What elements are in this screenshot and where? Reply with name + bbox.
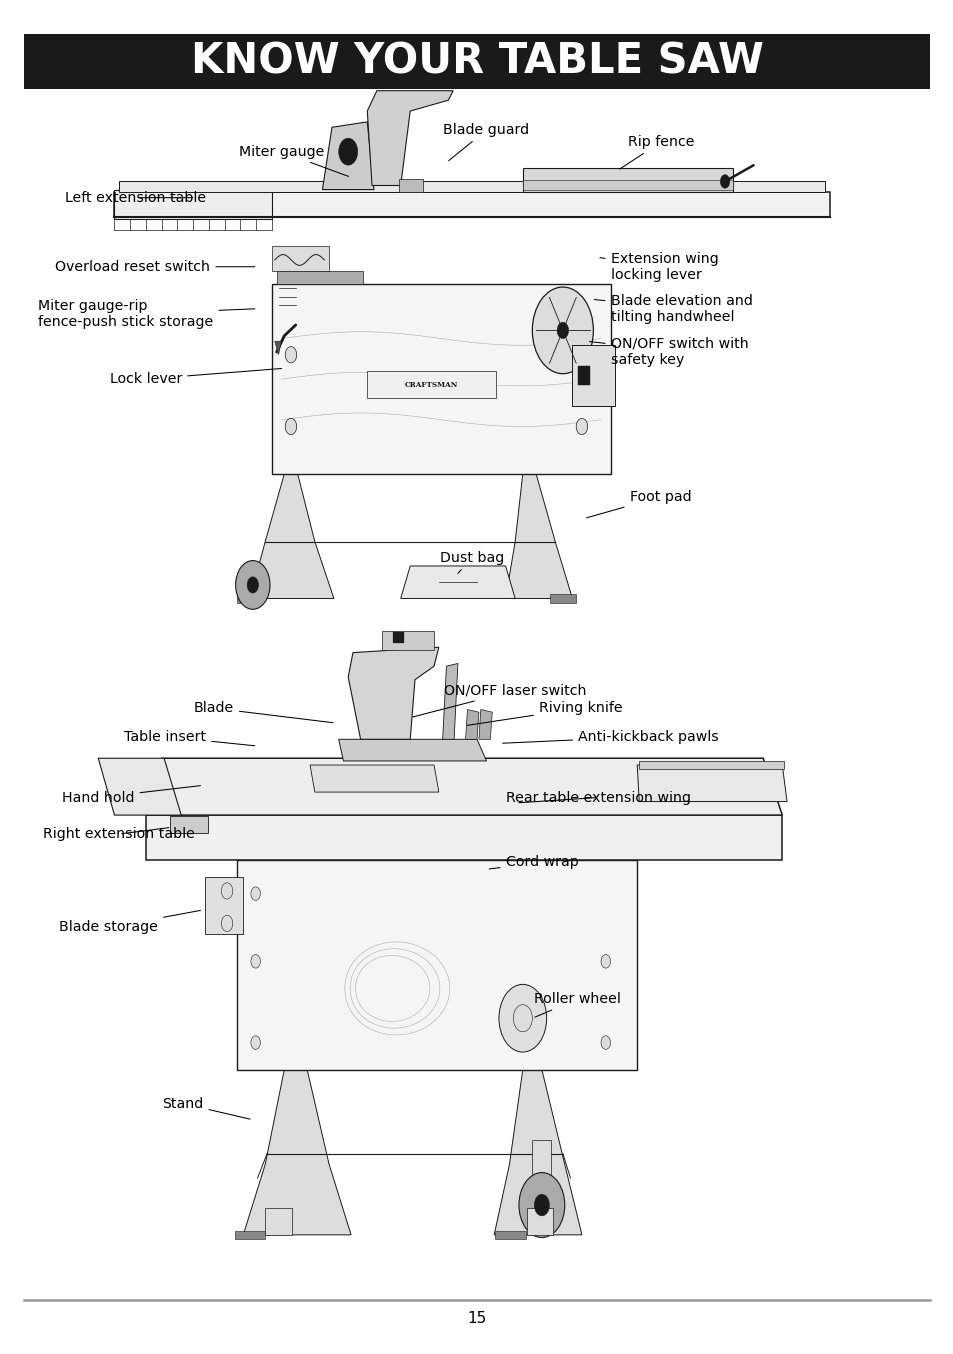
Bar (532, 1140, 551, 1181)
Polygon shape (274, 341, 281, 355)
Bar (578, 366, 589, 385)
Text: Blade storage: Blade storage (59, 910, 200, 934)
Text: Miter gauge: Miter gauge (238, 145, 348, 176)
Polygon shape (400, 566, 515, 598)
Text: KNOW YOUR TABLE SAW: KNOW YOUR TABLE SAW (191, 41, 762, 83)
Text: Roller wheel: Roller wheel (534, 992, 620, 1017)
Circle shape (600, 955, 610, 968)
Text: Overload reset switch: Overload reset switch (55, 260, 254, 274)
Bar (522, 180, 732, 190)
Circle shape (498, 984, 546, 1052)
Text: Anti-kickback pawls: Anti-kickback pawls (502, 730, 719, 743)
Bar (236, 860, 637, 1070)
Text: Rip fence: Rip fence (618, 135, 694, 169)
Text: Rear table extension wing: Rear table extension wing (505, 791, 690, 804)
Circle shape (251, 887, 260, 900)
Polygon shape (146, 758, 781, 815)
Polygon shape (465, 709, 478, 739)
Text: Blade guard: Blade guard (443, 123, 529, 161)
Bar (276, 271, 362, 284)
Circle shape (513, 1005, 532, 1032)
Polygon shape (322, 122, 374, 190)
Bar (236, 594, 263, 603)
Polygon shape (494, 1070, 581, 1235)
Bar (393, 632, 404, 643)
Bar (234, 1231, 265, 1239)
Circle shape (557, 322, 568, 338)
Bar (549, 594, 576, 603)
Circle shape (251, 1036, 260, 1049)
Polygon shape (505, 474, 572, 598)
Bar (272, 246, 329, 271)
Text: Right extension table: Right extension table (43, 827, 194, 841)
Text: Left extension table: Left extension table (65, 191, 206, 204)
Bar (572, 345, 615, 406)
Text: Stand: Stand (162, 1097, 250, 1120)
Polygon shape (243, 1070, 351, 1235)
Circle shape (518, 1173, 564, 1238)
Text: ON/OFF laser switch: ON/OFF laser switch (413, 684, 585, 716)
Bar (367, 371, 496, 398)
Bar (522, 168, 732, 192)
Bar (265, 1208, 292, 1235)
Circle shape (720, 175, 729, 188)
Polygon shape (250, 474, 334, 598)
Polygon shape (442, 663, 457, 739)
Text: CRAFTSMAN: CRAFTSMAN (404, 380, 457, 389)
Text: Foot pad: Foot pad (586, 490, 691, 517)
Polygon shape (98, 758, 181, 815)
Bar (398, 179, 422, 192)
Circle shape (221, 915, 233, 932)
Bar (170, 816, 208, 833)
Circle shape (338, 138, 357, 165)
Text: Cord wrap: Cord wrap (489, 856, 578, 869)
Bar (495, 1231, 525, 1239)
Text: ON/OFF switch with
safety key: ON/OFF switch with safety key (589, 337, 747, 367)
Bar (24, 34, 929, 89)
Polygon shape (478, 709, 492, 739)
Bar (381, 631, 434, 650)
Text: Riving knife: Riving knife (467, 701, 622, 726)
Text: Extension wing
locking lever: Extension wing locking lever (599, 252, 718, 282)
Text: Dust bag: Dust bag (439, 551, 504, 573)
Bar (639, 761, 783, 769)
Bar (272, 284, 610, 474)
Circle shape (534, 1194, 549, 1216)
Circle shape (600, 1036, 610, 1049)
Polygon shape (367, 91, 453, 185)
Circle shape (532, 287, 593, 374)
Text: Hand hold: Hand hold (62, 785, 200, 804)
Circle shape (576, 418, 587, 435)
Text: Blade: Blade (193, 701, 333, 723)
Text: Miter gauge-rip
fence-push stick storage: Miter gauge-rip fence-push stick storage (38, 299, 254, 329)
Bar (526, 1208, 553, 1235)
Text: 15: 15 (467, 1311, 486, 1327)
Circle shape (285, 347, 296, 363)
Text: Blade elevation and
tilting handwheel: Blade elevation and tilting handwheel (594, 294, 752, 324)
Circle shape (285, 418, 296, 435)
Circle shape (251, 955, 260, 968)
Polygon shape (637, 765, 786, 802)
Polygon shape (338, 739, 486, 761)
Polygon shape (146, 815, 781, 860)
Bar (119, 181, 824, 192)
Polygon shape (348, 647, 438, 739)
Text: Lock lever: Lock lever (110, 368, 281, 386)
Polygon shape (310, 765, 438, 792)
Circle shape (247, 577, 258, 593)
Circle shape (576, 347, 587, 363)
Bar (205, 877, 243, 934)
Text: Table insert: Table insert (124, 730, 254, 746)
Circle shape (221, 883, 233, 899)
Bar (114, 192, 829, 217)
Circle shape (235, 561, 270, 609)
Bar (114, 190, 272, 219)
